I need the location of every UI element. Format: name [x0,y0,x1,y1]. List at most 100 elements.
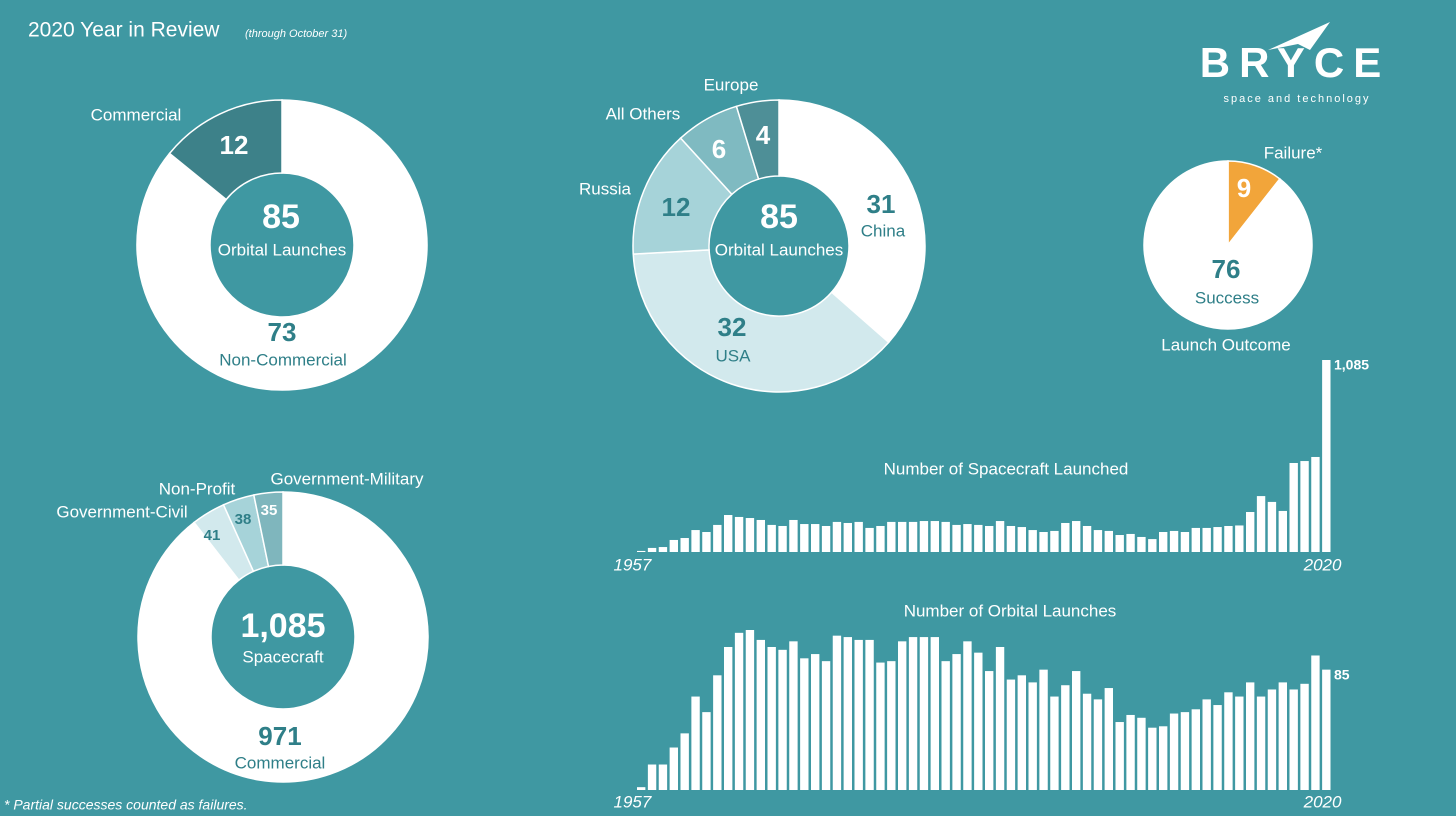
slice-label: Russia [579,179,632,198]
bar [919,637,929,790]
slice-label: All Others [606,104,681,123]
bar [843,637,852,790]
bar [963,524,972,552]
slice-value: 76 [1212,254,1241,284]
bar [865,639,874,790]
slice-value: 971 [258,721,301,751]
bar [876,525,885,552]
bar [1256,496,1266,552]
slice-label: Government-Civil [56,502,187,521]
bar [691,696,700,790]
bar [1006,525,1016,552]
bar [811,654,820,790]
logo-mark [1268,22,1330,50]
page-title: 2020 Year in Review [28,19,220,42]
bar [930,521,939,552]
bar [952,524,961,552]
bar [658,547,668,552]
slice [252,491,284,568]
slice [137,491,429,783]
bar [1017,675,1026,790]
footnote: * Partial successes counted as failures. [4,797,248,813]
bar [1202,527,1211,552]
chart-title: Number of Spacecraft Launched [884,459,1129,478]
slice [136,99,428,391]
bar [1017,527,1026,552]
bar [745,630,755,790]
bar [908,637,918,790]
center-total: 85 [760,198,798,236]
bar [1061,685,1070,790]
bar [1072,671,1081,790]
bar [1159,532,1168,552]
bar [985,671,994,790]
bar [1093,530,1103,552]
center-label: Spacecraft [242,647,324,666]
bar [995,521,1005,552]
slice-value: 73 [268,317,297,347]
slice-label: Europe [704,75,759,94]
bar [1050,530,1059,552]
bar [1213,705,1222,790]
bar [756,639,765,790]
bar [941,521,950,552]
bar [789,641,798,790]
x-tick-label: 2020 [1303,555,1342,574]
bar [1224,692,1233,790]
bar [1235,525,1244,552]
bar [1311,655,1320,790]
center-total: 1,085 [240,607,325,645]
bar [1169,530,1179,552]
bar [1061,522,1070,552]
bar [821,661,831,790]
bar [1278,510,1287,552]
bar [952,654,961,790]
bar [789,519,798,552]
bar [941,661,950,790]
bar [811,524,820,552]
slice-label: Success [1195,288,1259,307]
bar [1115,535,1124,552]
slice-value: 32 [718,312,747,342]
bar [1246,682,1255,790]
slice-label: China [861,221,906,240]
bar [865,527,874,552]
slice [632,249,890,393]
bar [1289,462,1298,552]
slice-value: 9 [1237,173,1251,203]
bar [1104,530,1113,552]
bar [974,652,983,790]
bar [1148,539,1157,552]
slice [1143,160,1313,330]
slice-label: Failure* [1264,143,1323,162]
chart-title: Number of Orbital Launches [904,601,1117,620]
bar [1006,679,1016,790]
bar [1137,536,1146,552]
bar [887,661,896,790]
bar [1278,682,1287,790]
bar [1300,461,1309,552]
center-label: Orbital Launches [218,240,347,259]
slice-value: 41 [204,527,221,544]
bar [930,637,939,790]
page-subtitle: (through October 31) [245,28,347,40]
bar [1137,717,1146,790]
bar [669,539,678,552]
bar [647,547,657,552]
bar [669,747,678,790]
chart-title: Launch Outcome [1161,335,1290,354]
bar [1082,525,1092,552]
bar [1191,527,1200,552]
bar [778,649,787,790]
x-tick-label: 1957 [614,792,652,811]
bar [887,521,896,552]
center-label: Orbital Launches [715,240,844,259]
slice [168,99,283,201]
slice-label: Commercial [235,753,326,772]
bar [963,641,972,790]
slice-value: 12 [220,130,249,160]
bar [1213,527,1222,552]
bar [832,521,842,552]
bar [745,518,755,552]
bar [702,532,711,552]
